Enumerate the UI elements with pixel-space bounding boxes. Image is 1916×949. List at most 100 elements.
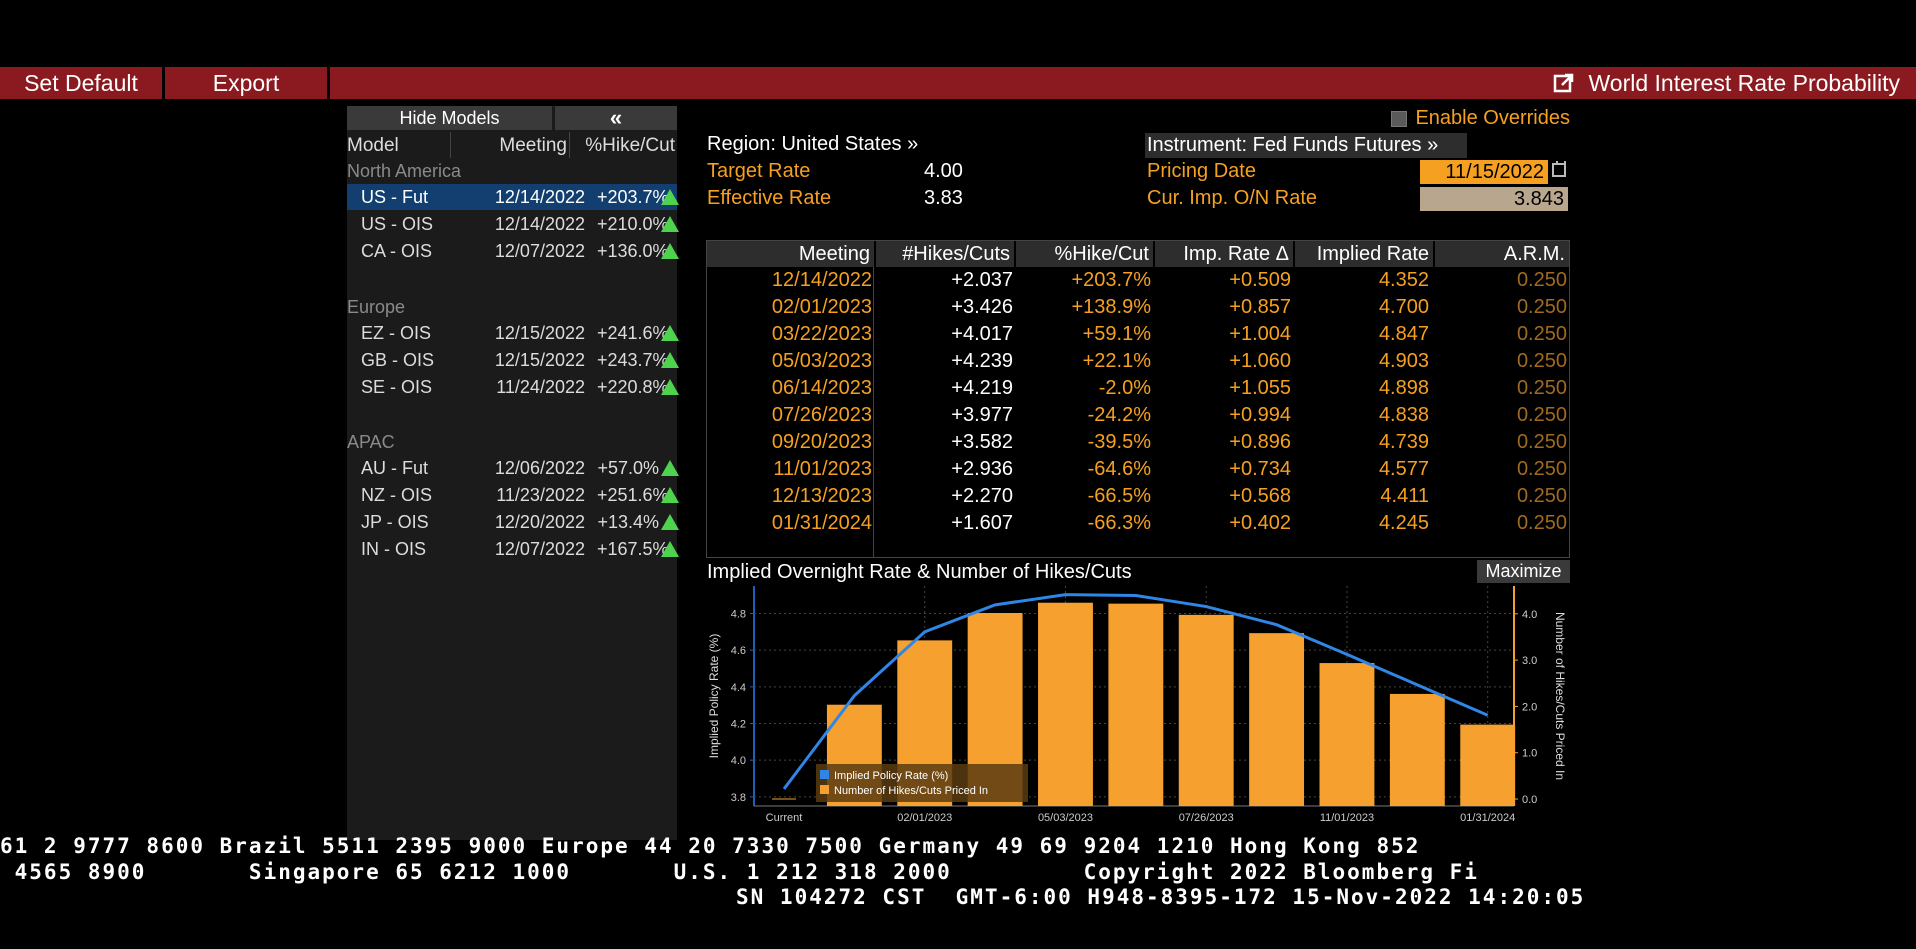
y-tick-label: 4.0 — [731, 755, 746, 767]
th-pct[interactable]: %Hike/Cut — [1016, 241, 1153, 267]
model-row-ez-ois[interactable]: EZ - OIS 12/15/2022 +241.6% — [347, 320, 679, 346]
col-pct[interactable]: %Hike/Cut — [585, 135, 675, 156]
th-meeting[interactable]: Meeting — [707, 241, 874, 267]
implied-rate-chart[interactable]: 4.8 4.6 4.4 4.2 4.0 3.8 4.0 3.0 2.0 1.0 0.0 Current… — [700, 584, 1576, 840]
th-implied-rate[interactable]: Implied Rate — [1295, 241, 1433, 267]
group-label: APAC — [347, 432, 395, 452]
instrument-selector[interactable]: Instrument: Fed Funds Futures » — [1145, 133, 1467, 158]
effective-rate-label: Effective Rate — [707, 187, 832, 209]
export-button[interactable]: Export — [165, 67, 330, 99]
y-tick-label: 4.2 — [731, 719, 746, 731]
calendar-icon[interactable] — [1552, 161, 1566, 177]
bar — [1178, 614, 1234, 806]
model-row-us-ois[interactable]: US - OIS 12/14/2022 +210.0% — [347, 211, 679, 237]
th-rate-delta[interactable]: Imp. Rate Δ — [1155, 241, 1293, 267]
model-date: 11/23/2022 — [496, 485, 585, 505]
y-tick-label: 4.4 — [731, 682, 746, 694]
model-date: 12/15/2022 — [494, 350, 585, 370]
th-arm[interactable]: A.R.M. — [1435, 241, 1569, 267]
table-row[interactable]: 12/14/2022 +2.037 +203.7% +0.509 4.352 0.250 — [771, 269, 1567, 291]
region-selector[interactable]: Region: United States » — [707, 133, 919, 155]
model-pct: +203.7% — [597, 187, 669, 207]
model-row-nz-ois[interactable]: NZ - OIS 11/23/2022 +251.6% — [347, 482, 679, 508]
cur-imp-rate-label: Cur. Imp. O/N Rate — [1147, 187, 1318, 209]
up-triangle-icon — [661, 189, 679, 205]
model-pct: +241.6% — [597, 323, 669, 343]
group-label: North America — [347, 161, 462, 181]
model-row-se-ois[interactable]: SE - OIS 11/24/2022 +220.8% — [347, 374, 679, 400]
model-pct: +220.8% — [597, 377, 669, 397]
table-row[interactable]: 02/01/2023 +3.426 +138.9% +0.857 4.700 0.250 — [771, 296, 1567, 318]
model-date: 12/20/2022 — [494, 512, 585, 532]
model-pct: +13.4% — [597, 512, 659, 532]
top-toolbar: Set Default Export World Interest Rate P… — [0, 67, 1916, 99]
y2-tick-label: 0.0 — [1522, 794, 1537, 806]
model-row-jp-ois[interactable]: JP - OIS 12/20/2022 +13.4% — [347, 509, 679, 535]
table-row[interactable]: 12/13/2023 +2.270 -66.5% +0.568 4.411 0.250 — [771, 485, 1567, 507]
maximize-button[interactable]: Maximize — [1477, 560, 1570, 583]
cur-imp-rate-field[interactable]: 3.843 — [1420, 187, 1568, 211]
model-date: 12/14/2022 — [494, 214, 585, 234]
up-triangle-icon — [661, 243, 679, 259]
y2-axis-title: Number of Hikes/Cuts Priced In — [1553, 612, 1567, 780]
legend-swatch — [820, 770, 829, 779]
model-pct: +243.7% — [597, 350, 669, 370]
bar — [1249, 633, 1305, 806]
table-row[interactable]: 07/26/2023 +3.977 -24.2% +0.994 4.838 0.250 — [771, 404, 1567, 426]
table-row[interactable]: 05/03/2023 +4.239 +22.1% +1.060 4.903 0.250 — [771, 350, 1567, 372]
y2-tick-label: 2.0 — [1522, 701, 1537, 713]
model-name: AU - Fut — [361, 458, 429, 478]
bar — [1038, 602, 1093, 806]
enable-overrides-toggle[interactable]: Enable Overrides — [1391, 107, 1570, 130]
model-row-ca-ois[interactable]: CA - OIS 12/07/2022 +136.0% — [347, 238, 679, 264]
table-row[interactable]: 01/31/2024 +1.607 -66.3% +0.402 4.245 0.250 — [771, 512, 1567, 534]
model-row-in-ois[interactable]: IN - OIS 12/07/2022 +167.5% — [347, 536, 679, 562]
set-default-button[interactable]: Set Default — [0, 67, 165, 99]
up-triangle-icon — [661, 460, 679, 476]
th-hikes[interactable]: #Hikes/Cuts — [876, 241, 1014, 267]
model-row-us-fut[interactable]: US - Fut 12/14/2022 +203.7% — [347, 184, 679, 210]
table-row[interactable]: 06/14/2023 +4.219 -2.0% +1.055 4.898 0.250 — [771, 377, 1567, 399]
legend-label: Implied Policy Rate (%) — [834, 770, 948, 782]
y2-tick-label: 1.0 — [1522, 748, 1537, 760]
model-name: EZ - OIS — [361, 323, 432, 343]
model-row-au-fut[interactable]: AU - Fut 12/06/2022 +57.0% — [347, 455, 679, 481]
table-row[interactable]: 09/20/2023 +3.582 -39.5% +0.896 4.739 0.250 — [771, 431, 1567, 453]
model-date: 12/14/2022 — [494, 187, 585, 207]
col-model[interactable]: Model — [347, 135, 399, 156]
up-triangle-icon — [661, 514, 679, 530]
legend-box — [816, 764, 1028, 802]
ticker-line-1: 61 2 9777 8600 Brazil 5511 2395 9000 Eur… — [0, 834, 1421, 858]
up-triangle-icon — [661, 325, 679, 341]
model-name: JP - OIS — [361, 512, 429, 532]
x-tick-label: 07/26/2023 — [1179, 812, 1234, 824]
y-tick-label: 3.8 — [731, 792, 746, 804]
model-pct: +210.0% — [597, 214, 669, 234]
model-name: US - OIS — [361, 214, 434, 234]
y2-tick-label: 3.0 — [1522, 655, 1537, 667]
x-tick-label: 01/31/2024 — [1460, 812, 1515, 824]
model-name: IN - OIS — [361, 539, 427, 559]
models-panel: Hide Models « Model Meeting %Hike/Cut No… — [347, 106, 679, 840]
table-row[interactable]: 11/01/2023 +2.936 -64.6% +0.734 4.577 0.250 — [773, 458, 1567, 480]
pricing-date-input[interactable]: 11/15/2022 — [1420, 160, 1548, 184]
hide-models-button[interactable]: Hide Models — [347, 106, 552, 130]
x-tick-label: 11/01/2023 — [1320, 812, 1374, 824]
model-name: US - Fut — [361, 187, 429, 207]
model-pct: +167.5% — [597, 539, 669, 559]
meeting-table: Meeting #Hikes/Cuts %Hike/Cut Imp. Rate … — [706, 240, 1570, 558]
effective-rate-value: 3.83 — [924, 187, 963, 209]
y-tick-label: 4.8 — [731, 609, 746, 621]
target-rate-label: Target Rate — [707, 160, 811, 182]
collapse-button[interactable]: « — [555, 106, 677, 130]
ticker-line-2: 4565 8900 Singapore 65 6212 1000 U.S. 1 … — [0, 860, 1479, 884]
table-row[interactable]: 03/22/2023 +4.017 +59.1% +1.004 4.847 0.250 — [771, 323, 1567, 345]
launch-icon[interactable] — [1553, 72, 1575, 94]
x-tick-label: Current — [766, 812, 803, 824]
model-name: SE - OIS — [361, 377, 433, 397]
window-title-text: World Interest Rate Probability — [1588, 70, 1901, 96]
overrides-checkbox[interactable] — [1391, 110, 1408, 127]
col-meeting[interactable]: Meeting — [499, 135, 567, 156]
up-triangle-icon — [661, 541, 679, 557]
model-row-gb-ois[interactable]: GB - OIS 12/15/2022 +243.7% — [347, 347, 679, 373]
